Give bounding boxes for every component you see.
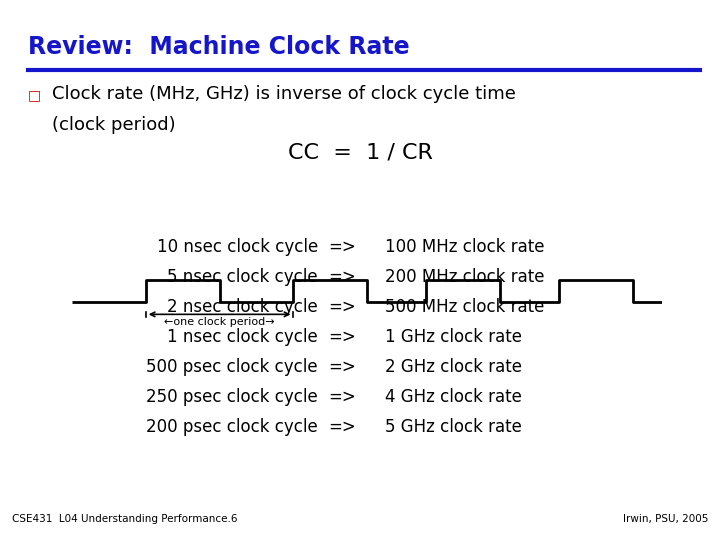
Text: 4 GHz clock rate: 4 GHz clock rate: [385, 388, 522, 406]
Text: 10 nsec clock cycle: 10 nsec clock cycle: [157, 238, 318, 256]
Text: =>: =>: [328, 238, 356, 256]
Text: CC  =  1 / CR: CC = 1 / CR: [287, 142, 433, 162]
Text: 200 psec clock cycle: 200 psec clock cycle: [146, 418, 318, 436]
Text: 2 GHz clock rate: 2 GHz clock rate: [385, 358, 522, 376]
Text: ←one clock period→: ←one clock period→: [164, 318, 275, 327]
Text: 100 MHz clock rate: 100 MHz clock rate: [385, 238, 544, 256]
Text: =>: =>: [328, 358, 356, 376]
Text: 5 GHz clock rate: 5 GHz clock rate: [385, 418, 522, 436]
Text: 500 psec clock cycle: 500 psec clock cycle: [146, 358, 318, 376]
Text: =>: =>: [328, 298, 356, 316]
Text: CSE431  L04 Understanding Performance.6: CSE431 L04 Understanding Performance.6: [12, 514, 238, 524]
Text: 1 GHz clock rate: 1 GHz clock rate: [385, 328, 522, 346]
Text: 2 nsec clock cycle: 2 nsec clock cycle: [167, 298, 318, 316]
Text: =>: =>: [328, 328, 356, 346]
Text: Irwin, PSU, 2005: Irwin, PSU, 2005: [623, 514, 708, 524]
Text: 5 nsec clock cycle: 5 nsec clock cycle: [167, 268, 318, 286]
Text: Clock rate (MHz, GHz) is inverse of clock cycle time: Clock rate (MHz, GHz) is inverse of cloc…: [52, 85, 516, 103]
Text: 200 MHz clock rate: 200 MHz clock rate: [385, 268, 544, 286]
Text: 1 nsec clock cycle: 1 nsec clock cycle: [167, 328, 318, 346]
Text: =>: =>: [328, 418, 356, 436]
Text: □: □: [28, 88, 41, 102]
Text: (clock period): (clock period): [52, 116, 176, 134]
Text: 250 psec clock cycle: 250 psec clock cycle: [146, 388, 318, 406]
Text: 500 MHz clock rate: 500 MHz clock rate: [385, 298, 544, 316]
Text: =>: =>: [328, 268, 356, 286]
Text: Review:  Machine Clock Rate: Review: Machine Clock Rate: [28, 35, 410, 59]
Text: =>: =>: [328, 388, 356, 406]
